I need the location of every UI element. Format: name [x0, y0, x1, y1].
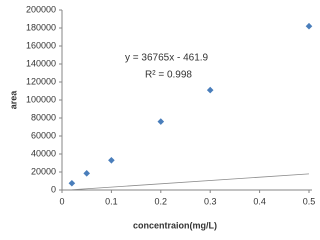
- data-point: [206, 86, 214, 94]
- y-tick-label: 180000: [26, 22, 56, 32]
- y-tick-label: 200000: [26, 4, 56, 14]
- trendline-equation: y = 36765x - 461.9: [125, 53, 209, 64]
- y-tick-label: 20000: [31, 166, 56, 176]
- y-tick-label: 60000: [31, 130, 56, 140]
- y-tick-label: 160000: [26, 40, 56, 50]
- data-point: [157, 118, 165, 125]
- data-point: [305, 22, 313, 30]
- y-tick-label: 0: [51, 184, 56, 194]
- x-tick-label: 0.2: [155, 196, 168, 206]
- trendline: [71, 173, 310, 191]
- y-tick-label: 40000: [31, 148, 56, 158]
- x-tick-label: 0.5: [303, 196, 316, 206]
- y-tick-label: 140000: [26, 58, 56, 68]
- r-squared: R² = 0.998: [145, 70, 192, 81]
- x-tick-label: 0: [59, 196, 64, 206]
- y-axis-label: area: [8, 90, 18, 110]
- x-axis-label: concentraion(mg/L): [133, 220, 217, 230]
- data-point: [108, 157, 115, 164]
- y-tick-label: 120000: [26, 76, 56, 86]
- x-tick-label: 0.1: [105, 196, 118, 206]
- data-point: [83, 170, 90, 177]
- y-tick-label: 100000: [26, 94, 56, 104]
- x-tick-label: 0.3: [204, 196, 217, 206]
- y-tick-label: 80000: [31, 112, 56, 122]
- x-tick-label: 0.4: [253, 196, 266, 206]
- data-point: [68, 179, 76, 187]
